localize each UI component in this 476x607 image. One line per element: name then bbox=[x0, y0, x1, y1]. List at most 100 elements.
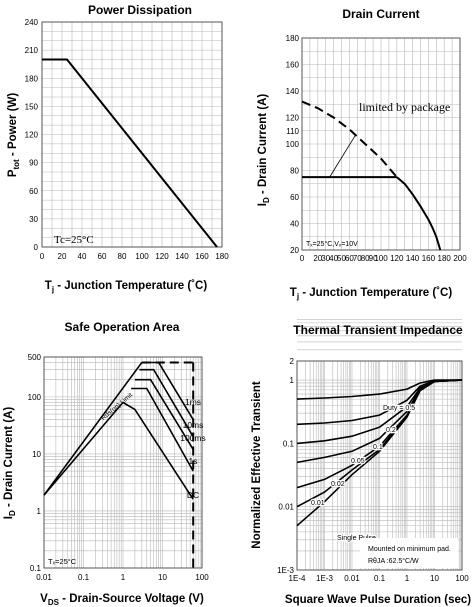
x-tick-label: 1 bbox=[121, 573, 126, 582]
x-tick-label: 80 bbox=[118, 252, 127, 261]
y-tick-label: 240 bbox=[25, 18, 39, 27]
y-tick-label: 40 bbox=[290, 220, 299, 229]
x-tick-label: 70 bbox=[353, 254, 362, 263]
x-tick-label: 0 bbox=[40, 252, 45, 261]
pad-note-line1: Mounted on minimum pad. bbox=[368, 546, 451, 553]
x-tick-label: 100 bbox=[455, 574, 469, 583]
x-tick-label: 0 bbox=[300, 254, 305, 263]
x-axis-label: Tj - Junction Temperature (˚C) bbox=[45, 280, 208, 294]
x-tick-label: 100 bbox=[374, 254, 388, 263]
duty-cycle-label: Duty = 0.5 bbox=[383, 405, 415, 412]
y-tick-label: 100 bbox=[28, 393, 42, 402]
y-tick-label: 60 bbox=[290, 193, 299, 202]
soa-dc-curve bbox=[43, 401, 194, 500]
chart-title: Safe Operation Area bbox=[65, 320, 180, 334]
pad-note-box bbox=[360, 538, 458, 568]
y-axis-label: ID - Drain Current (A) bbox=[3, 407, 17, 520]
y-tick-label: 500 bbox=[28, 353, 42, 362]
x-tick-label: 0.1 bbox=[374, 574, 386, 583]
chart-title: Power Dissipation bbox=[88, 3, 192, 17]
y-axis-label: ID - Drain Current (A) bbox=[257, 94, 271, 207]
y-tick-label: 0.1 bbox=[283, 439, 295, 448]
x-tick-label: 60 bbox=[98, 252, 107, 261]
soa-100ms-curve bbox=[134, 378, 194, 450]
duty-0.5-curve bbox=[296, 379, 462, 400]
chart-title: Thermal Transient Impedance bbox=[293, 323, 463, 337]
soa-curve-label: 1ms bbox=[185, 397, 201, 407]
pad-note-line2: RθJA :62.5°C/W bbox=[368, 557, 419, 565]
y-tick-label: 180 bbox=[25, 74, 39, 83]
x-tick-label: 160 bbox=[422, 254, 436, 263]
x-tick-label: 50 bbox=[337, 254, 346, 263]
x-tick-label: 60 bbox=[345, 254, 354, 263]
y-tick-label: 110 bbox=[286, 127, 299, 136]
x-tick-label: 90 bbox=[369, 254, 378, 263]
chart-title: Drain Current bbox=[342, 7, 419, 21]
condition-annotation: Tc=25°C bbox=[54, 234, 94, 246]
drain-grid bbox=[301, 37, 461, 251]
y-tick-label: 20 bbox=[290, 246, 299, 255]
x-tick-label: 20 bbox=[58, 252, 67, 261]
duty-cycle-label: 0.02 bbox=[331, 481, 345, 488]
x-axis-label: Tj - Junction Temperature (˚C) bbox=[290, 287, 453, 301]
y-tick-label: 10 bbox=[32, 450, 41, 459]
y-tick-label: 180 bbox=[286, 34, 300, 43]
duty-cycle-label: 0.01 bbox=[311, 500, 325, 507]
y-axis-label: Ptot - Power (W) bbox=[7, 93, 21, 178]
drain-current-curve bbox=[396, 176, 442, 251]
x-tick-label: 40 bbox=[78, 252, 87, 261]
soa-curve-label: 1s bbox=[189, 456, 198, 466]
single-pulse-curve bbox=[296, 379, 463, 527]
y-tick-label: 160 bbox=[286, 61, 300, 70]
duty-cycle-label: 0.1 bbox=[373, 444, 383, 451]
y-tick-label: 1E-3 bbox=[277, 566, 294, 575]
y-tick-label: 2 bbox=[290, 357, 295, 366]
x-tick-label: 120 bbox=[155, 252, 169, 261]
y-tick-label: 90 bbox=[29, 159, 38, 168]
x-tick-label: 160 bbox=[195, 252, 209, 261]
plot-frame bbox=[296, 360, 463, 571]
x-tick-label: 140 bbox=[406, 254, 420, 263]
y-axis-label: Normalized Effective Transient bbox=[251, 381, 263, 549]
package-limit-curve bbox=[301, 100, 398, 178]
y-tick-label: 60 bbox=[29, 187, 38, 196]
y-tick-label: 0.1 bbox=[30, 564, 42, 573]
y-tick-label: 80 bbox=[290, 167, 299, 176]
x-tick-label: 100 bbox=[195, 573, 209, 582]
y-tick-label: 0.01 bbox=[278, 503, 294, 512]
x-tick-label: 10 bbox=[430, 574, 439, 583]
y-tick-label: 150 bbox=[25, 102, 39, 111]
x-tick-label: 1E-4 bbox=[289, 574, 306, 583]
package-annotation: limited by package bbox=[359, 100, 450, 114]
x-tick-label: 180 bbox=[438, 254, 452, 263]
plot-frame bbox=[301, 37, 461, 251]
power-curve bbox=[42, 58, 218, 248]
y-tick-label: 120 bbox=[286, 114, 300, 123]
x-tick-label: 10 bbox=[158, 573, 167, 582]
soa-1ms-curve bbox=[141, 361, 194, 421]
x-tick-label: 120 bbox=[390, 254, 404, 263]
x-axis-label: VDS - Drain-Source Voltage (V) bbox=[40, 593, 204, 607]
y-tick-label: 120 bbox=[25, 131, 39, 140]
condition-annotation: Tₓ=25°C bbox=[48, 557, 77, 566]
duty-cycle-label: 0.2 bbox=[386, 427, 396, 434]
duty-cycle-label: 0.05 bbox=[351, 458, 365, 465]
y-tick-label: 1 bbox=[37, 507, 42, 516]
x-tick-label: 0.01 bbox=[344, 574, 360, 583]
y-tick-label: 140 bbox=[286, 87, 300, 96]
soa-10ms-curve bbox=[139, 368, 194, 438]
soa-1s-curve bbox=[131, 387, 194, 472]
x-tick-label: 20 bbox=[313, 254, 322, 263]
soa-curve-label: DC bbox=[187, 490, 199, 500]
power-grid bbox=[41, 21, 223, 248]
x-tick-label: 30 bbox=[321, 254, 330, 263]
x-axis-label: Square Wave Pulse Duration (sec) bbox=[285, 594, 471, 606]
plot-frame bbox=[43, 356, 203, 569]
y-tick-label: 0 bbox=[34, 243, 39, 252]
x-tick-label: 40 bbox=[329, 254, 338, 263]
duty-cycle-label: Single Pulse bbox=[337, 535, 376, 542]
x-tick-label: 140 bbox=[175, 252, 189, 261]
x-tick-label: 200 bbox=[453, 254, 467, 263]
y-tick-label: 210 bbox=[25, 46, 39, 55]
